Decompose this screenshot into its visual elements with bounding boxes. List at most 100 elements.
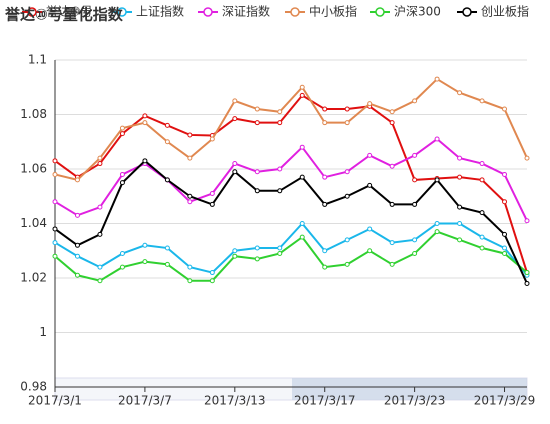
point xyxy=(322,201,328,207)
point xyxy=(52,253,58,259)
series-line xyxy=(54,230,528,282)
point xyxy=(322,248,328,254)
point xyxy=(232,116,238,122)
point xyxy=(142,259,148,265)
point xyxy=(232,161,238,167)
point xyxy=(367,152,373,158)
point xyxy=(209,191,215,197)
point xyxy=(479,234,485,240)
point xyxy=(187,193,193,199)
point xyxy=(74,272,80,278)
point xyxy=(209,136,215,142)
point xyxy=(97,278,103,284)
point xyxy=(277,188,283,194)
point xyxy=(412,177,418,183)
point xyxy=(299,144,305,150)
point xyxy=(389,109,395,115)
point xyxy=(412,152,418,158)
point xyxy=(142,158,148,164)
x-tick-label: 2017/3/17 xyxy=(294,394,356,408)
series-line xyxy=(54,77,528,182)
point xyxy=(119,125,125,131)
point xyxy=(164,261,170,267)
point xyxy=(164,177,170,183)
legend-label: 沪深300 xyxy=(394,5,441,19)
point xyxy=(254,106,260,112)
point xyxy=(254,169,260,175)
point xyxy=(299,234,305,240)
legend-dot xyxy=(27,7,37,17)
point xyxy=(502,106,508,112)
y-tick-label: 0.98 xyxy=(20,380,47,394)
point xyxy=(479,210,485,216)
point xyxy=(299,92,305,98)
point xyxy=(389,163,395,169)
point xyxy=(187,132,193,138)
point xyxy=(254,120,260,126)
point xyxy=(74,212,80,218)
x-tick-label: 2017/3/1 xyxy=(28,394,82,408)
point xyxy=(209,278,215,284)
point xyxy=(524,155,530,161)
chart-title: 誉达⑩号量化指数 xyxy=(4,6,124,24)
point xyxy=(412,237,418,243)
point xyxy=(389,201,395,207)
point xyxy=(412,98,418,104)
point xyxy=(434,229,440,235)
legend-dot xyxy=(375,7,385,17)
point xyxy=(187,155,193,161)
series-line xyxy=(54,221,528,276)
point xyxy=(502,171,508,177)
point xyxy=(119,180,125,186)
point xyxy=(524,280,530,286)
y-tick-label: 1.06 xyxy=(20,162,47,176)
point xyxy=(142,113,148,119)
point xyxy=(412,201,418,207)
point xyxy=(254,256,260,262)
point xyxy=(164,139,170,145)
zoom-window[interactable] xyxy=(292,378,527,400)
point xyxy=(74,242,80,248)
point xyxy=(457,155,463,161)
point xyxy=(502,199,508,205)
point xyxy=(322,174,328,180)
point xyxy=(502,231,508,237)
point xyxy=(97,155,103,161)
point xyxy=(164,122,170,128)
point xyxy=(344,261,350,267)
legend-dot xyxy=(117,7,127,17)
x-tick-label: 2017/3/13 xyxy=(204,394,266,408)
point xyxy=(434,136,440,142)
point xyxy=(389,261,395,267)
point xyxy=(52,199,58,205)
legend-dot xyxy=(462,7,472,17)
point xyxy=(457,221,463,226)
x-tick-label: 2017/3/29 xyxy=(474,394,536,408)
point xyxy=(502,250,508,256)
point xyxy=(457,237,463,243)
point xyxy=(254,188,260,194)
point xyxy=(344,120,350,126)
point xyxy=(434,76,440,82)
point xyxy=(52,171,58,177)
point xyxy=(277,166,283,172)
point xyxy=(119,264,125,270)
point xyxy=(52,240,58,246)
point xyxy=(479,161,485,167)
point xyxy=(277,245,283,251)
point xyxy=(322,120,328,126)
point xyxy=(524,218,530,224)
legend-label: 中小板指 xyxy=(309,4,357,19)
point xyxy=(52,226,58,232)
x-tick-label: 2017/3/23 xyxy=(384,394,446,408)
point xyxy=(502,245,508,251)
point xyxy=(209,270,215,276)
series-line xyxy=(54,137,528,222)
point xyxy=(277,120,283,126)
legend-dot xyxy=(203,7,213,17)
point xyxy=(299,221,305,226)
legend-label: 上证指数 xyxy=(136,4,184,19)
point xyxy=(74,177,80,183)
y-tick-label: 1.08 xyxy=(20,107,47,121)
legend-label: 深证指数 xyxy=(222,4,270,19)
